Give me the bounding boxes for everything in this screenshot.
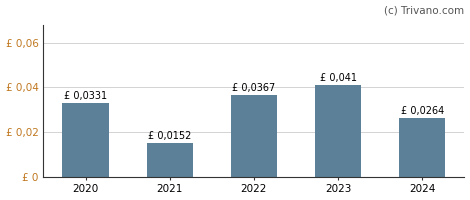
Bar <box>315 85 361 177</box>
Bar <box>147 143 193 177</box>
Text: (c) Trivano.com: (c) Trivano.com <box>384 6 464 16</box>
Text: £ 0,0331: £ 0,0331 <box>64 91 107 101</box>
Text: £ 0,0264: £ 0,0264 <box>400 106 444 116</box>
Text: £ 0,0152: £ 0,0152 <box>148 131 191 141</box>
Text: £ 0,041: £ 0,041 <box>320 73 357 83</box>
Bar <box>231 95 277 177</box>
Bar <box>63 103 109 177</box>
Text: £ 0,0367: £ 0,0367 <box>232 83 275 93</box>
Bar <box>399 118 445 177</box>
